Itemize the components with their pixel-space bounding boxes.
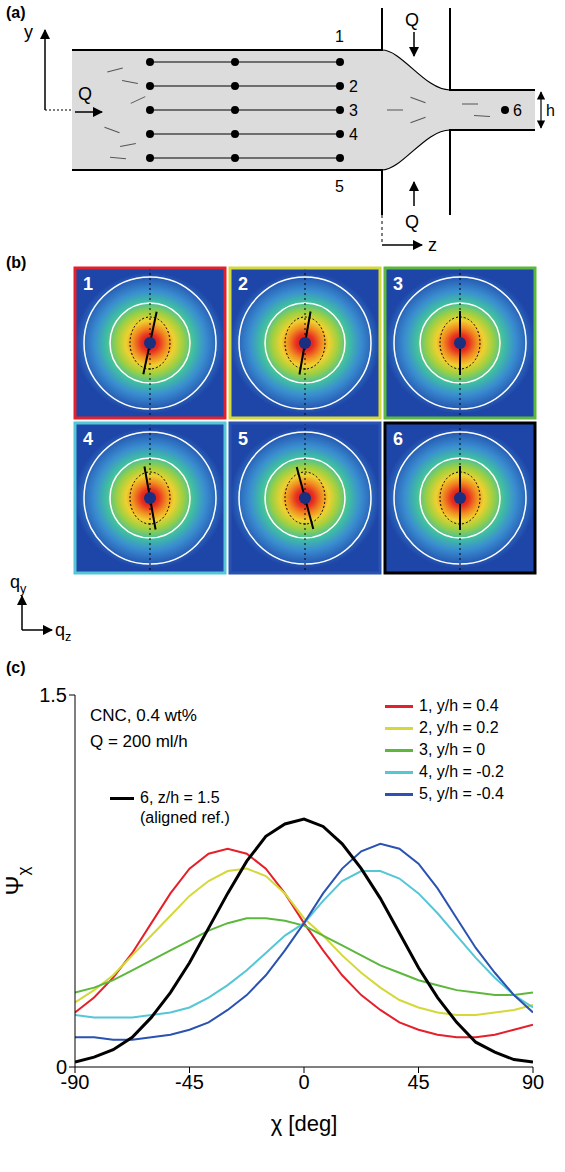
svg-text:2: 2 — [238, 274, 248, 294]
svg-text:χ [deg]: χ [deg] — [271, 1111, 338, 1136]
svg-text:4: 4 — [83, 429, 93, 449]
svg-text:qy: qy — [10, 572, 27, 596]
html-text:2, y/h = 0.2: 2, y/h = 0.2 — [419, 719, 499, 736]
svg-text:90: 90 — [522, 1071, 544, 1093]
svg-text:z: z — [428, 235, 437, 255]
svg-text:6: 6 — [513, 102, 522, 119]
svg-text:y: y — [24, 22, 33, 42]
html-text:6, z/h = 1.5: 6, z/h = 1.5 — [140, 789, 220, 806]
svg-text:5: 5 — [238, 429, 248, 449]
html-text:1, y/h = 0.4: 1, y/h = 0.4 — [419, 697, 499, 714]
svg-text:3: 3 — [349, 102, 358, 119]
html-text:5, y/h = -0.4: 5, y/h = -0.4 — [419, 785, 504, 802]
svg-text:1.5: 1.5 — [39, 684, 67, 706]
svg-text:0: 0 — [298, 1071, 309, 1093]
html-text:3, y/h = 0: 3, y/h = 0 — [419, 741, 486, 758]
svg-text:qz: qz — [55, 620, 71, 644]
svg-text:4: 4 — [349, 126, 358, 143]
html-text:(c): (c) — [6, 659, 26, 676]
svg-text:Ψχ: Ψχ — [1, 866, 33, 895]
html-text:(aligned ref.): (aligned ref.) — [140, 809, 230, 826]
html-text:CNC, 0.4 wt%: CNC, 0.4 wt% — [90, 706, 197, 725]
svg-text:-90: -90 — [60, 1071, 90, 1094]
svg-text:1: 1 — [83, 274, 93, 294]
svg-text:5: 5 — [335, 178, 344, 195]
svg-text:-45: -45 — [175, 1071, 204, 1093]
svg-text:6: 6 — [393, 429, 403, 449]
svg-text:Q: Q — [405, 10, 419, 30]
svg-text:(a): (a) — [6, 4, 26, 21]
svg-text:1: 1 — [335, 28, 344, 45]
svg-text:h: h — [546, 102, 555, 119]
svg-text:Q: Q — [405, 212, 419, 232]
html-text:Q = 200 ml/h: Q = 200 ml/h — [90, 732, 188, 751]
svg-text:3: 3 — [393, 274, 403, 294]
svg-text:(b): (b) — [6, 254, 26, 271]
svg-text:Q: Q — [78, 84, 92, 104]
html-text:4, y/h = -0.2: 4, y/h = -0.2 — [419, 763, 504, 780]
svg-text:45: 45 — [407, 1071, 429, 1093]
svg-text:2: 2 — [349, 78, 358, 95]
svg-text:0: 0 — [56, 1056, 67, 1078]
